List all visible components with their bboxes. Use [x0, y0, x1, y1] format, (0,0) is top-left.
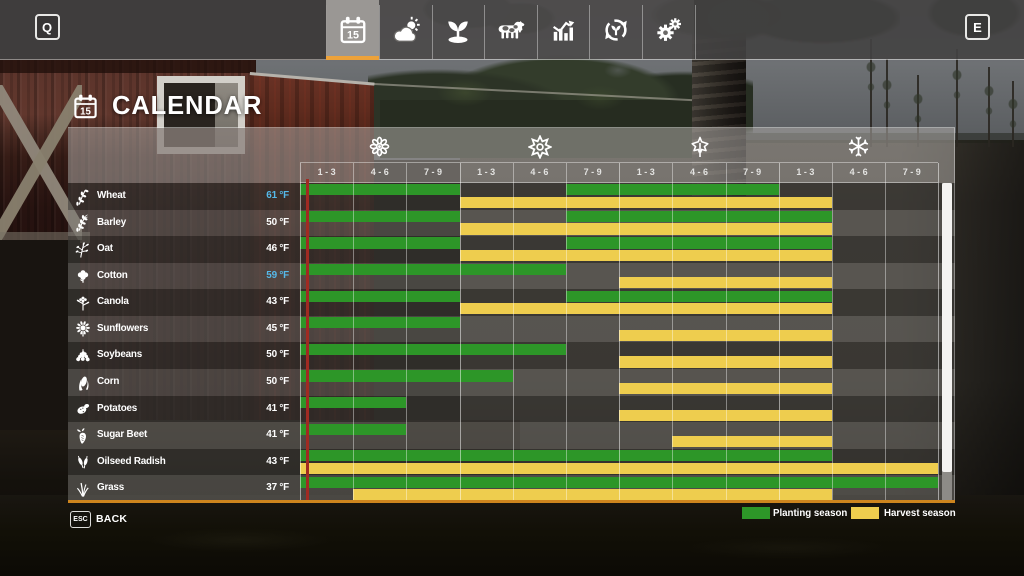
svg-text:15: 15 — [347, 30, 359, 42]
svg-text:15: 15 — [80, 106, 91, 117]
